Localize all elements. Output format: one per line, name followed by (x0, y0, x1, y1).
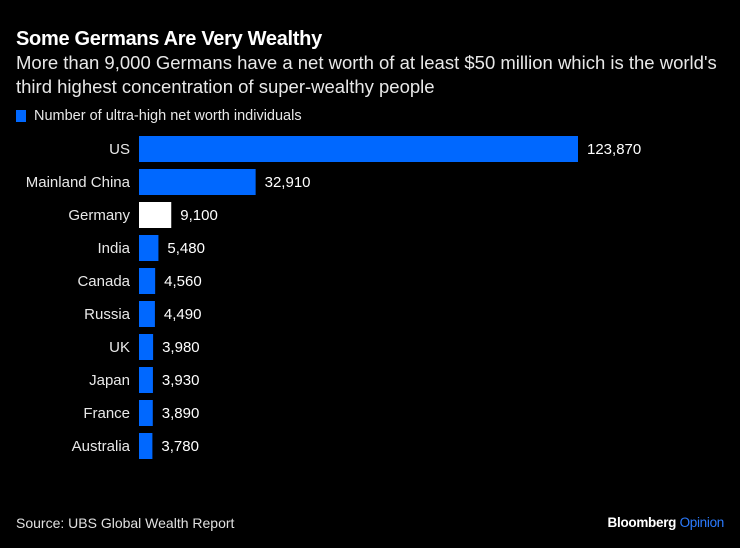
bar-mainland-china (139, 169, 256, 195)
bar-india (139, 235, 159, 261)
brand-name: Bloomberg (607, 515, 677, 530)
bar-australia (139, 433, 153, 459)
category-label-uk: UK (109, 339, 130, 356)
value-label-australia: 3,780 (161, 438, 199, 455)
category-label-canada: Canada (77, 273, 130, 290)
bar-germany (139, 202, 172, 228)
bar-japan (139, 367, 153, 393)
bar-france (139, 400, 153, 426)
category-label-australia: Australia (72, 438, 131, 455)
legend-label: Number of ultra-high net worth individua… (34, 108, 302, 124)
source-note: Source: UBS Global Wealth Report (16, 515, 235, 531)
category-label-india: India (97, 240, 130, 257)
value-label-japan: 3,930 (162, 372, 200, 389)
value-label-india: 5,480 (167, 240, 205, 257)
value-label-canada: 4,560 (164, 273, 202, 290)
chart-title: Some Germans Are Very Wealthy (16, 28, 322, 50)
value-label-uk: 3,980 (162, 339, 200, 356)
category-label-us: US (109, 141, 130, 158)
legend-swatch (16, 110, 26, 122)
category-label-russia: Russia (84, 306, 131, 323)
brand-suffix: Opinion (679, 515, 725, 530)
bar-canada (139, 268, 156, 294)
chart-subtitle: More than 9,000 Germans have a net worth… (16, 52, 717, 97)
category-label-germany: Germany (68, 207, 130, 224)
bar-uk (139, 334, 154, 360)
bar-chart: US 123,870 Mainland China 32,910 Germany 9,10… (26, 136, 641, 459)
category-label-france: France (83, 405, 130, 422)
bar-us (139, 136, 578, 162)
brand-logo: Bloomberg Opinion (607, 515, 725, 530)
value-label-us: 123,870 (587, 141, 641, 158)
legend: Number of ultra-high net worth individua… (16, 108, 302, 124)
category-label-mainland-china: Mainland China (26, 174, 131, 191)
bar-russia (139, 301, 155, 327)
value-label-mainland-china: 32,910 (265, 174, 311, 191)
value-label-germany: 9,100 (180, 207, 218, 224)
value-label-france: 3,890 (162, 405, 200, 422)
value-label-russia: 4,490 (164, 306, 202, 323)
category-label-japan: Japan (89, 372, 130, 389)
